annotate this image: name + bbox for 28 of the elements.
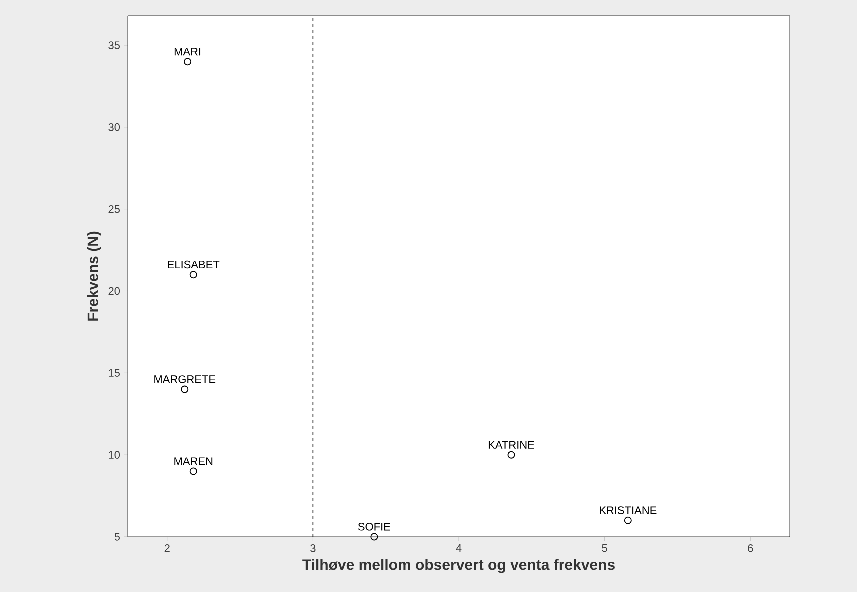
y-tick-label: 10 — [109, 451, 120, 459]
x-tick-label: 4 — [456, 544, 462, 552]
annotation: MARGRETE — [154, 376, 216, 384]
x-tick-label: 3 — [310, 544, 316, 552]
y-axis-title: Frekvens (N) — [87, 232, 102, 321]
point — [624, 516, 632, 524]
point — [184, 58, 192, 66]
y-tick-label: 5 — [114, 533, 120, 541]
annotation: KRISTIANE — [600, 506, 657, 514]
y-tick-label: 15 — [109, 369, 120, 377]
y-tick-label: 30 — [108, 124, 120, 132]
annotation: MAREN — [174, 458, 213, 466]
point — [190, 468, 198, 476]
y-tick-label: 25 — [108, 205, 120, 214]
x-tick-label: 2 — [164, 544, 170, 552]
point — [370, 533, 378, 541]
point — [508, 451, 516, 459]
annotation: ELISABET — [168, 260, 220, 269]
y-tick-label: 35 — [108, 42, 120, 50]
x-tick-label: 6 — [748, 544, 754, 552]
x-axis-title: Tilhøve mellom observert og venta frekvens — [302, 559, 615, 574]
annotation: MARI — [174, 48, 201, 56]
point — [190, 271, 198, 279]
annotation: KATRINE — [488, 441, 534, 449]
x-tick-label: 5 — [602, 544, 608, 552]
y-tick-label: 20 — [108, 287, 120, 296]
point — [181, 386, 189, 394]
annotation: SOFIE — [358, 523, 390, 531]
